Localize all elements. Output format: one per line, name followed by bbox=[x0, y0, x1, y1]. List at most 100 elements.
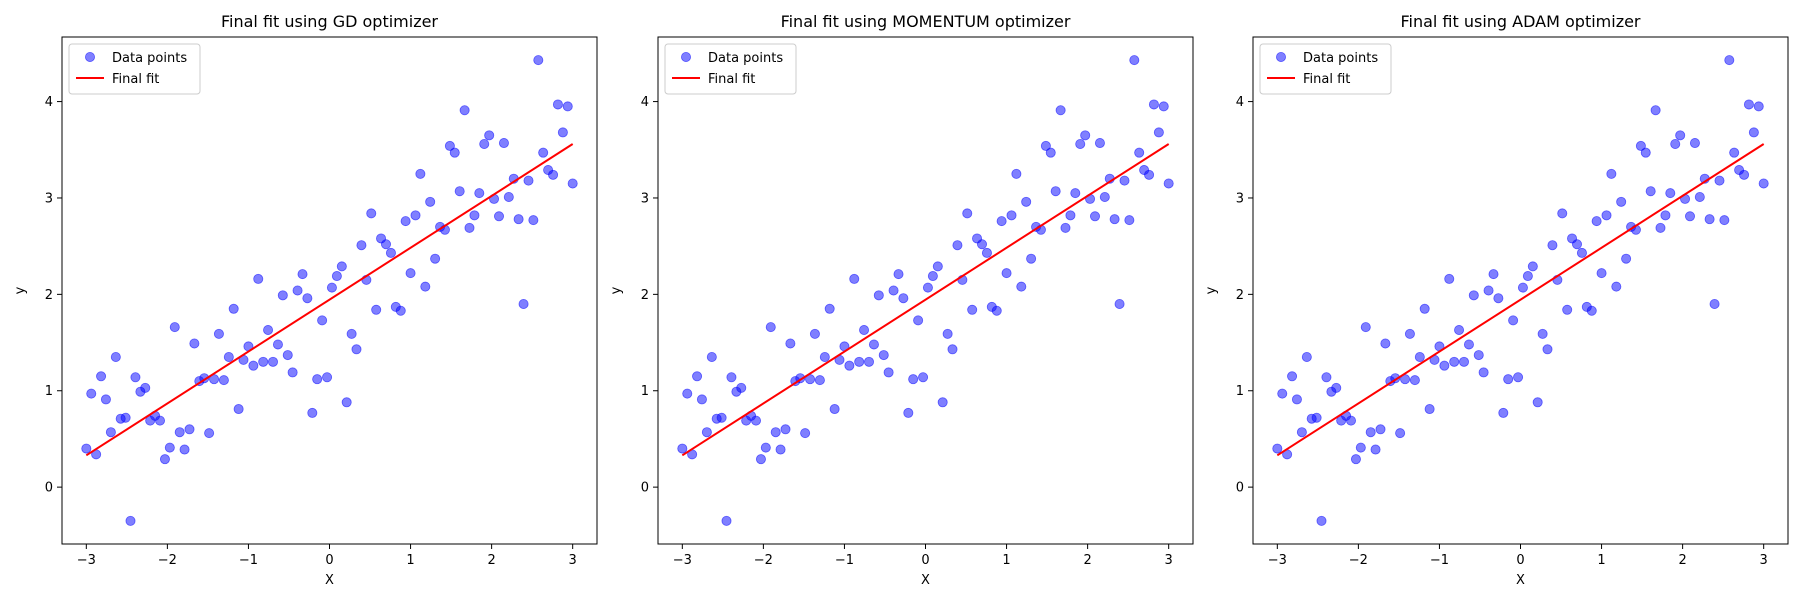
data-point bbox=[312, 374, 323, 385]
data-point bbox=[484, 130, 495, 141]
data-point bbox=[1409, 375, 1420, 386]
y-tick-label: 0 bbox=[45, 481, 53, 496]
data-point bbox=[1419, 303, 1430, 314]
data-point bbox=[430, 253, 441, 264]
data-point bbox=[1414, 352, 1425, 363]
data-point bbox=[991, 305, 1002, 316]
data-point bbox=[824, 303, 835, 314]
fit-line bbox=[1276, 143, 1765, 457]
data-point bbox=[253, 273, 264, 284]
data-point bbox=[292, 285, 303, 296]
data-point bbox=[287, 367, 298, 378]
x-tick-label: 3 bbox=[1165, 553, 1173, 568]
x-tick-label: −1 bbox=[1430, 553, 1449, 568]
data-point bbox=[716, 412, 727, 423]
data-point bbox=[770, 427, 781, 438]
data-point bbox=[1375, 424, 1386, 435]
data-point bbox=[1748, 127, 1759, 138]
data-point bbox=[204, 428, 215, 439]
data-point bbox=[1685, 211, 1696, 222]
legend-label-data-points: Data points bbox=[708, 51, 783, 66]
data-point bbox=[1645, 186, 1656, 197]
y-tick-label: 2 bbox=[1236, 288, 1244, 303]
data-point bbox=[1346, 415, 1357, 426]
data-point bbox=[415, 168, 426, 179]
y-axis-label: y bbox=[609, 286, 624, 294]
data-point bbox=[1454, 325, 1465, 336]
data-point bbox=[331, 271, 342, 282]
x-tick-label: 0 bbox=[325, 553, 333, 568]
x-tick-label: −1 bbox=[239, 553, 258, 568]
x-tick-label: 2 bbox=[1678, 553, 1686, 568]
data-point bbox=[1537, 328, 1548, 339]
data-point bbox=[405, 268, 416, 279]
data-point bbox=[1350, 454, 1361, 465]
data-point bbox=[454, 186, 465, 197]
data-point bbox=[228, 303, 239, 314]
data-point bbox=[1517, 282, 1528, 293]
data-point bbox=[562, 101, 573, 112]
data-point bbox=[322, 372, 333, 383]
data-point bbox=[1724, 55, 1735, 66]
x-axis-label: X bbox=[1516, 573, 1525, 588]
legend-label-data-points: Data points bbox=[112, 51, 187, 66]
data-point bbox=[1026, 253, 1037, 264]
x-tick-label: −3 bbox=[1268, 553, 1287, 568]
legend: Data points Final fit bbox=[664, 43, 797, 95]
data-point bbox=[552, 99, 563, 110]
data-point bbox=[469, 210, 480, 221]
data-point bbox=[513, 214, 524, 225]
data-point bbox=[1404, 328, 1415, 339]
y-tick-label: 4 bbox=[45, 95, 53, 110]
legend-label-final-fit: Final fit bbox=[1303, 72, 1350, 87]
data-point bbox=[1503, 374, 1514, 385]
data-point bbox=[1080, 130, 1091, 141]
data-point bbox=[1488, 269, 1499, 280]
data-point bbox=[1527, 261, 1538, 272]
data-point bbox=[1468, 290, 1479, 301]
chart-title: Final fit using ADAM optimizer bbox=[1400, 12, 1640, 31]
x-tick-label: 1 bbox=[406, 553, 414, 568]
data-point bbox=[1606, 168, 1617, 179]
data-point bbox=[1532, 397, 1543, 408]
data-point bbox=[248, 360, 259, 371]
data-point bbox=[800, 428, 811, 439]
data-point bbox=[400, 216, 411, 227]
data-point bbox=[302, 293, 313, 304]
data-point bbox=[908, 374, 919, 385]
data-point bbox=[380, 239, 391, 250]
data-point bbox=[878, 350, 889, 361]
data-point bbox=[479, 138, 490, 149]
data-point bbox=[1522, 271, 1533, 282]
data-point bbox=[775, 444, 786, 455]
data-point bbox=[981, 247, 992, 258]
legend-marker-data-points bbox=[85, 52, 96, 63]
data-point bbox=[1493, 293, 1504, 304]
x-tick-label: 3 bbox=[569, 553, 577, 568]
data-point bbox=[1365, 427, 1376, 438]
data-point bbox=[1331, 382, 1342, 393]
legend: Data points Final fit bbox=[68, 43, 201, 95]
fit-line bbox=[85, 143, 574, 457]
legend-box bbox=[664, 43, 797, 95]
data-point bbox=[1153, 127, 1164, 138]
data-point bbox=[1621, 253, 1632, 264]
data-point bbox=[932, 261, 943, 272]
data-point bbox=[1370, 444, 1381, 455]
data-point bbox=[696, 394, 707, 405]
data-point bbox=[765, 322, 776, 333]
data-point bbox=[346, 328, 357, 339]
data-point bbox=[1055, 105, 1066, 116]
data-point bbox=[1321, 372, 1332, 383]
data-point bbox=[1611, 281, 1622, 292]
legend-box bbox=[1259, 43, 1392, 95]
data-point bbox=[1562, 304, 1573, 315]
data-point bbox=[1601, 210, 1612, 221]
y-tick-label: 3 bbox=[641, 191, 649, 206]
data-point bbox=[1665, 188, 1676, 199]
data-point bbox=[952, 240, 963, 251]
legend: Data points Final fit bbox=[1259, 43, 1392, 95]
data-point bbox=[1380, 338, 1391, 349]
data-point bbox=[263, 325, 274, 336]
